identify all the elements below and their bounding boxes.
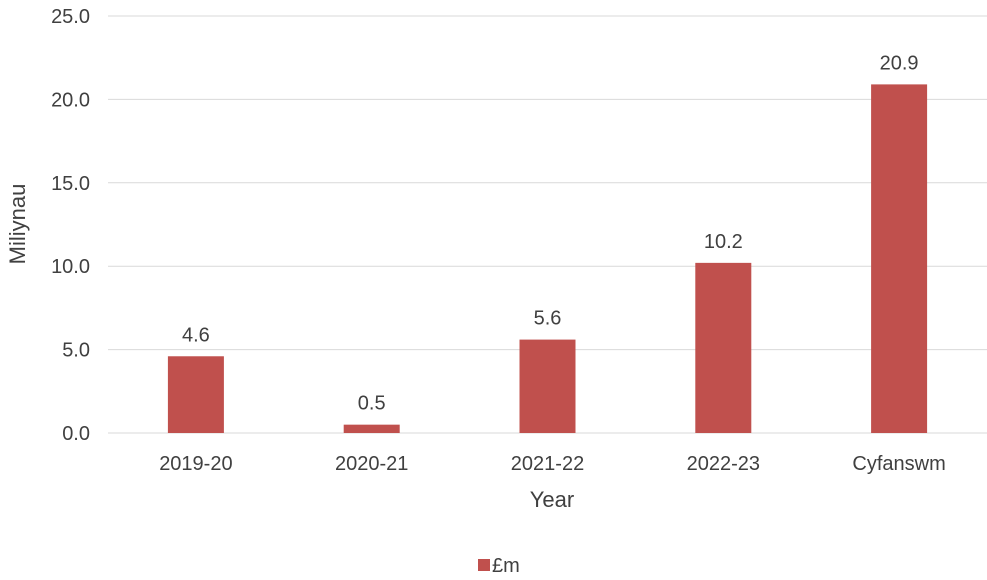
- x-tick-label: Cyfanswm: [852, 453, 945, 475]
- data-label: 20.9: [880, 52, 919, 74]
- y-tick-label: 25.0: [51, 6, 90, 28]
- x-tick-label: 2019-20: [159, 453, 232, 475]
- y-axis-ticks: 0.0 5.0 10.0 15.0 20.0 25.0: [51, 6, 90, 445]
- x-axis-ticks: 2019-20 2020-21 2021-22 2022-23 Cyfanswm: [159, 453, 946, 475]
- data-label: 10.2: [704, 231, 743, 253]
- bar: [167, 356, 224, 433]
- bar: [871, 84, 928, 433]
- y-tick-label: 0.0: [62, 423, 90, 445]
- legend-label: £m: [492, 555, 520, 577]
- legend-swatch: [478, 559, 490, 571]
- y-tick-label: 5.0: [62, 340, 90, 362]
- x-tick-label: 2020-21: [335, 453, 408, 475]
- data-label: 5.6: [534, 308, 562, 330]
- bar: [343, 424, 400, 433]
- bar: [519, 339, 576, 433]
- y-tick-label: 20.0: [51, 89, 90, 111]
- x-tick-label: 2021-22: [511, 453, 584, 475]
- x-axis-title: Year: [530, 487, 574, 512]
- data-labels: 4.6 0.5 5.6 10.2 20.9: [182, 52, 919, 414]
- legend: £m: [478, 555, 520, 577]
- bar: [695, 262, 752, 433]
- bars: [167, 84, 928, 433]
- y-axis-title: Miliynau: [5, 184, 30, 265]
- gridlines: [108, 15, 987, 434]
- y-tick-label: 15.0: [51, 173, 90, 195]
- data-label: 0.5: [358, 393, 386, 415]
- x-tick-label: 2022-23: [687, 453, 760, 475]
- y-tick-label: 10.0: [51, 256, 90, 278]
- data-label: 4.6: [182, 324, 210, 346]
